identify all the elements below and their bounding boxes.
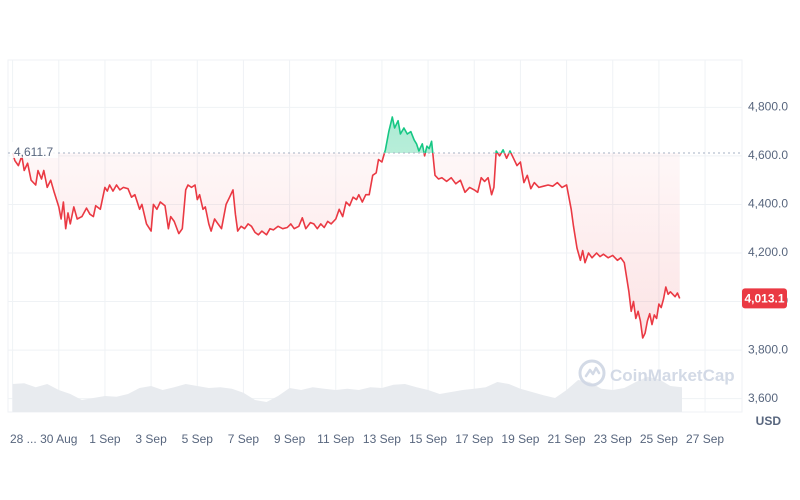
y-tick-label: 4,200.0 — [748, 245, 788, 259]
x-tick-label: 17 Sep — [455, 432, 493, 446]
y-tick-label: 3,600 — [748, 391, 778, 405]
x-tick-label: 3 Sep — [135, 432, 167, 446]
last-price-badge: 4,013.1 — [742, 288, 787, 309]
price-area-fill — [12, 117, 680, 338]
area-below-reference — [12, 153, 680, 338]
x-tick-label: 9 Sep — [274, 432, 306, 446]
currency-label: USD — [756, 414, 782, 428]
reference-price-label: 4,611.7 — [14, 145, 53, 159]
x-axis: 28 ... 30 Aug 1 Sep 3 Sep 5 Sep 7 Sep 9 Sep 11 … — [10, 432, 724, 446]
y-tick-label: 4,600.0 — [748, 148, 788, 162]
y-tick-label: 4,800.0 — [748, 100, 788, 114]
x-tick-label: 1 Sep — [89, 432, 121, 446]
x-tick-label: 19 Sep — [501, 432, 539, 446]
last-price-value: 4,013.1 — [744, 292, 784, 306]
watermark-text: CoinMarketCap — [610, 366, 735, 385]
x-tick-label: 23 Sep — [594, 432, 632, 446]
price-line — [11, 116, 681, 339]
x-tick-label: 25 Sep — [640, 432, 678, 446]
y-tick-label: 3,800.0 — [748, 342, 788, 356]
x-tick-label: 28 ... — [10, 432, 37, 446]
x-tick-label: 11 Sep — [317, 432, 354, 446]
reference-price-label-bg — [10, 142, 58, 158]
x-tick-label: 7 Sep — [228, 432, 260, 446]
watermark: CoinMarketCap — [578, 359, 735, 387]
volume-shape — [12, 376, 682, 412]
x-tick-label: 30 Aug — [40, 432, 77, 446]
volume-area — [12, 376, 682, 412]
x-tick-label: 15 Sep — [409, 432, 447, 446]
x-tick-label: 13 Sep — [363, 432, 401, 446]
price-line-down — [11, 153, 681, 339]
x-tick-label: 21 Sep — [548, 432, 586, 446]
coinmarketcap-logo-icon — [578, 359, 606, 387]
y-axis: 3,6003,800.04,000.04,200.04,400.04,600.0… — [748, 100, 788, 405]
x-tick-label: 27 Sep — [686, 432, 724, 446]
x-tick-label: 5 Sep — [182, 432, 214, 446]
y-tick-label: 4,400.0 — [748, 197, 788, 211]
last-price-badge-bg — [742, 288, 787, 309]
